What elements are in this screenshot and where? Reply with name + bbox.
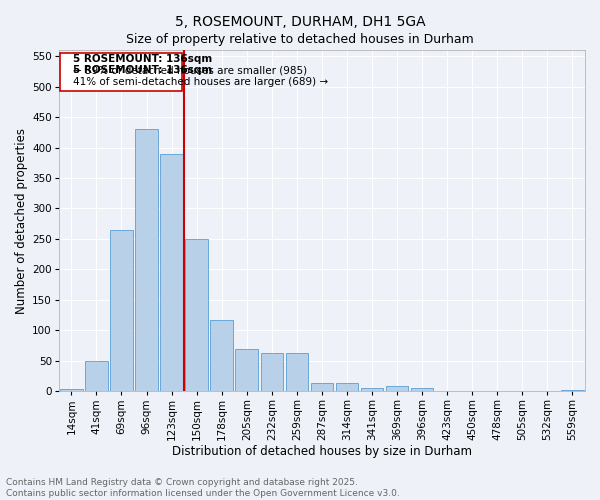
- Text: 5 ROSEMOUNT: 136sqm: 5 ROSEMOUNT: 136sqm: [73, 54, 212, 64]
- Bar: [60, 390, 83, 392]
- Bar: [110, 230, 133, 392]
- Bar: [411, 388, 433, 392]
- Bar: [135, 129, 158, 392]
- Text: 5 ROSEMOUNT: 136sqm: 5 ROSEMOUNT: 136sqm: [73, 65, 212, 75]
- Text: ← 59% of detached houses are smaller (985): ← 59% of detached houses are smaller (98…: [73, 66, 307, 76]
- X-axis label: Distribution of detached houses by size in Durham: Distribution of detached houses by size …: [172, 444, 472, 458]
- Text: 5, ROSEMOUNT, DURHAM, DH1 5GA: 5, ROSEMOUNT, DURHAM, DH1 5GA: [175, 15, 425, 29]
- Bar: [211, 320, 233, 392]
- Bar: [286, 354, 308, 392]
- Bar: [235, 348, 258, 392]
- Text: Size of property relative to detached houses in Durham: Size of property relative to detached ho…: [126, 32, 474, 46]
- Bar: [561, 390, 584, 392]
- Bar: [311, 382, 333, 392]
- Bar: [160, 154, 183, 392]
- Y-axis label: Number of detached properties: Number of detached properties: [15, 128, 28, 314]
- Bar: [386, 386, 409, 392]
- Bar: [185, 239, 208, 392]
- Bar: [336, 382, 358, 392]
- Bar: [461, 390, 484, 392]
- Bar: [85, 361, 108, 392]
- FancyBboxPatch shape: [60, 53, 182, 91]
- Bar: [260, 354, 283, 392]
- Bar: [361, 388, 383, 392]
- Text: 41% of semi-detached houses are larger (689) →: 41% of semi-detached houses are larger (…: [73, 77, 328, 87]
- Text: Contains HM Land Registry data © Crown copyright and database right 2025.
Contai: Contains HM Land Registry data © Crown c…: [6, 478, 400, 498]
